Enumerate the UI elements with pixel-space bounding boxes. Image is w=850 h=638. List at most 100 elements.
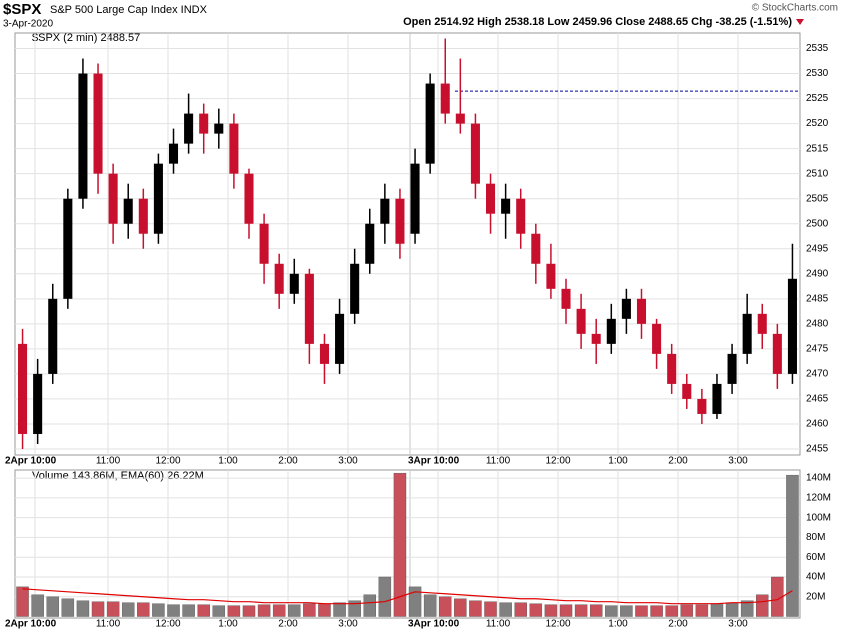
volume-bar — [665, 605, 678, 617]
date: 3-Apr-2020 — [3, 19, 53, 30]
candle-body — [425, 83, 435, 164]
volume-bar — [725, 602, 739, 617]
y-tick-label: 2515 — [806, 143, 829, 154]
volume-bar — [16, 586, 29, 617]
candle-body — [138, 198, 148, 234]
volume-bar — [288, 604, 301, 617]
candle-body — [742, 313, 752, 354]
volume-bar — [469, 600, 482, 617]
volume-bar — [695, 604, 709, 617]
volume-legend: Volume 143.86M, EMA(60) 26.22M — [32, 470, 204, 482]
y-tick-label: 2485 — [806, 293, 829, 304]
x-tick-label: 3:00 — [728, 619, 748, 630]
volume-bar — [91, 601, 105, 617]
volume-bar — [574, 604, 588, 617]
candle-body — [289, 273, 299, 294]
x-tick-label: 2:00 — [278, 456, 298, 467]
candle-body — [78, 73, 88, 199]
volume-bar — [303, 603, 316, 617]
candle-body — [772, 333, 782, 374]
volume-bar — [559, 604, 573, 617]
candle-body — [697, 398, 707, 414]
x-tick-label: 12:00 — [545, 619, 570, 630]
volume-bar — [635, 605, 648, 617]
y-tick-label: 100M — [806, 512, 831, 523]
candle-body — [63, 198, 73, 299]
y-tick-label: 2505 — [806, 193, 829, 204]
volume-bar — [167, 604, 180, 617]
volume-bar — [318, 603, 331, 617]
y-tick-label: 120M — [806, 493, 831, 504]
y-tick-label: 2510 — [806, 168, 829, 179]
candle-body — [636, 298, 647, 324]
volume-bar — [514, 602, 527, 617]
x-tick-label: 11:00 — [486, 619, 511, 630]
x-tick-label: 2:00 — [278, 619, 298, 630]
y-tick-label: 2500 — [806, 218, 829, 229]
candle-body — [48, 298, 58, 374]
y-tick-label: 2530 — [806, 68, 829, 79]
x-tick-label: 12:00 — [545, 456, 570, 467]
down-arrow — [796, 19, 804, 25]
x-tick-label: 2:00 — [668, 619, 688, 630]
volume-bar — [439, 596, 452, 617]
candle-body — [561, 288, 571, 309]
y-tick-label: 2470 — [806, 369, 829, 380]
candle-body — [350, 263, 360, 314]
candle-body — [667, 353, 677, 384]
volume-bar — [333, 602, 346, 617]
ema-line — [22, 588, 793, 605]
y-tick-label: 2535 — [806, 43, 829, 54]
y-tick-label: 2495 — [806, 243, 829, 254]
x-tick-label: 11:00 — [96, 456, 121, 467]
candle-body — [259, 223, 269, 264]
y-tick-label: 2525 — [806, 93, 829, 104]
volume-bar — [378, 576, 392, 617]
y-tick-label: 2490 — [806, 268, 829, 279]
price-legend: $SPX (2 min) 2488.57 — [32, 32, 140, 44]
x-tick-label: 3Apr 10:00 — [408, 619, 460, 630]
candle-body — [606, 318, 616, 344]
x-tick-label: 11:00 — [96, 619, 121, 630]
volume-bar — [46, 596, 59, 617]
volume-bar — [423, 594, 437, 617]
x-tick-label: 12:00 — [155, 619, 180, 630]
volume-bar — [650, 605, 663, 617]
volume-bar — [212, 605, 226, 617]
candle-body — [18, 343, 28, 434]
volume-bar — [242, 605, 256, 617]
candle-body — [184, 113, 194, 144]
volume-bar — [227, 605, 241, 617]
candle-body — [682, 383, 692, 399]
y-tick-label: 80M — [806, 532, 825, 543]
volume-bar — [454, 598, 467, 617]
candle-body — [214, 123, 224, 134]
x-tick-label: 1:00 — [608, 456, 628, 467]
candle-body — [123, 198, 133, 224]
candle-body — [335, 313, 345, 364]
volume-bar — [529, 603, 543, 617]
price-pane — [14, 32, 801, 456]
candle-body — [365, 223, 375, 264]
candle-body — [516, 198, 526, 234]
candle-body — [531, 233, 541, 264]
volume-bar — [393, 472, 407, 617]
volume-bar — [348, 600, 361, 617]
candle-body — [757, 313, 767, 334]
candle-body — [440, 83, 450, 114]
x-tick-label: 2Apr 10:00 — [5, 456, 57, 467]
volume-pane — [14, 469, 801, 619]
volume-bar — [620, 605, 633, 617]
volume-bar — [152, 603, 165, 617]
candle-body — [455, 113, 465, 124]
candle-body — [244, 173, 254, 224]
volume-bar — [605, 605, 618, 617]
candle-body — [621, 298, 631, 319]
candle-body — [229, 123, 239, 174]
candle-body — [470, 123, 480, 184]
y-tick-label: 20M — [806, 591, 825, 602]
x-tick-label: 1:00 — [608, 619, 628, 630]
candle-body — [33, 373, 43, 434]
x-tick-label: 3:00 — [338, 619, 358, 630]
y-tick-label: 2520 — [806, 118, 829, 129]
